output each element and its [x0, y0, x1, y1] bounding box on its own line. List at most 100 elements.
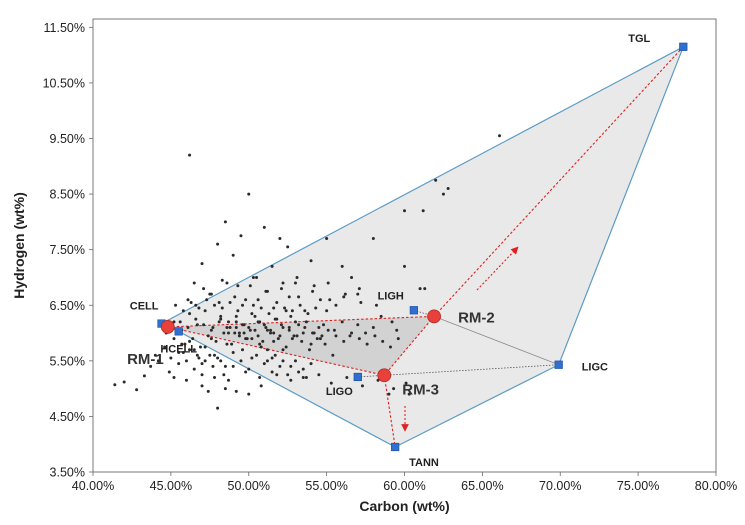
rm2-ligc-line	[433, 315, 559, 366]
sample-point	[404, 381, 408, 385]
sample-point	[318, 337, 322, 341]
sample-point	[186, 325, 190, 329]
sample-point	[153, 353, 157, 357]
sample-point	[198, 345, 202, 349]
sample-point	[281, 348, 285, 352]
sample-point	[325, 309, 329, 313]
sample-point	[298, 303, 302, 307]
sample-point	[262, 362, 266, 366]
sample-point	[357, 287, 361, 291]
sample-point	[212, 376, 216, 380]
sample-point	[281, 325, 285, 329]
sample-point	[309, 342, 313, 346]
sample-point	[259, 306, 263, 310]
ref-label-tgl: TGL	[628, 33, 650, 45]
sample-point	[188, 153, 192, 157]
sample-point	[278, 334, 282, 338]
y-tick-label: 7.50%	[50, 243, 85, 257]
sample-point	[195, 323, 199, 327]
y-tick-label: 5.50%	[50, 354, 85, 368]
sample-point	[209, 337, 213, 341]
sample-point	[293, 359, 297, 363]
sample-point	[374, 303, 378, 307]
sample-point	[269, 331, 273, 335]
sample-point	[381, 339, 385, 343]
axes-layer: 40.00% 45.00% 50.00% 55.00% 60.00% 65.00% 70.0…	[43, 21, 738, 493]
mixture-marker-rm-1	[160, 320, 175, 334]
sample-point	[342, 295, 346, 299]
ref-label-tann: TANN	[409, 457, 439, 469]
sample-point	[231, 253, 235, 257]
sample-point	[223, 387, 227, 391]
sample-point	[247, 392, 251, 396]
sample-point	[220, 306, 224, 310]
sample-point	[304, 376, 308, 380]
sample-point	[234, 314, 238, 318]
sample-point	[357, 337, 361, 341]
sample-point	[262, 323, 266, 327]
sample-point	[228, 325, 232, 329]
sample-point	[239, 359, 243, 363]
sample-point	[195, 353, 199, 357]
sample-point	[297, 295, 301, 299]
sample-point	[192, 348, 196, 352]
sample-point	[332, 328, 336, 332]
ref-marker-ligo	[353, 372, 362, 382]
sample-point	[286, 245, 290, 249]
sample-point	[225, 281, 229, 285]
sample-point	[317, 325, 321, 329]
sample-point	[194, 303, 198, 307]
sample-point	[342, 339, 346, 343]
direction-arrow-rm2	[476, 246, 519, 291]
sample-point	[181, 350, 185, 354]
sample-point	[142, 374, 146, 378]
sample-point	[227, 331, 231, 335]
sample-point	[273, 353, 277, 357]
sample-point	[216, 242, 220, 246]
sample-point	[295, 334, 299, 338]
sample-point	[350, 275, 354, 279]
sample-point	[244, 298, 248, 302]
sample-point	[373, 334, 377, 338]
sample-point	[248, 284, 252, 288]
sample-point	[177, 362, 181, 366]
sample-point	[206, 389, 210, 393]
x-tick-label: 70.00%	[539, 479, 581, 493]
sample-point	[202, 323, 206, 327]
sample-point	[248, 328, 252, 332]
sample-point	[329, 381, 333, 385]
ref-label-cell: CELL	[130, 301, 159, 313]
sample-point	[446, 187, 450, 191]
sample-point	[345, 376, 349, 380]
sample-point	[256, 298, 260, 302]
sample-point	[311, 289, 315, 293]
sample-point	[219, 317, 223, 321]
sample-point	[250, 337, 254, 341]
ref-marker-hcell	[174, 327, 183, 336]
sample-point	[202, 287, 206, 291]
sample-point	[498, 134, 502, 138]
sample-point	[192, 367, 196, 371]
ref-marker-ligc	[554, 360, 563, 369]
sample-point	[340, 320, 344, 324]
sample-point	[219, 359, 223, 363]
sample-point	[326, 281, 330, 285]
sample-point	[286, 373, 290, 377]
x-tick-label: 75.00%	[617, 479, 659, 493]
sample-point	[203, 345, 207, 349]
sample-point	[203, 309, 207, 313]
sample-point	[301, 376, 305, 380]
sample-point	[267, 312, 271, 316]
sample-point	[371, 325, 375, 329]
ref-label-hcell: HCELL	[160, 343, 197, 355]
sample-point	[231, 350, 235, 354]
sample-point	[167, 370, 171, 374]
sample-point	[434, 178, 438, 182]
sample-point	[303, 325, 307, 329]
sample-point	[403, 209, 406, 213]
sample-point	[259, 384, 263, 388]
sample-point	[197, 306, 201, 310]
sample-point	[178, 320, 182, 324]
sample-point	[304, 320, 308, 324]
